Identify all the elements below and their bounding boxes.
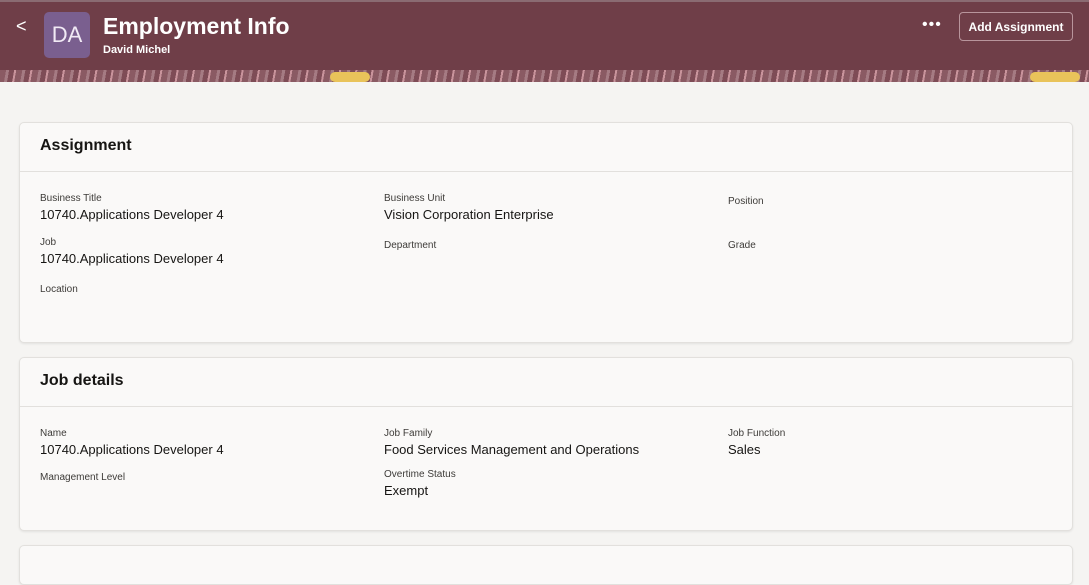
field-value: Exempt <box>384 483 429 498</box>
field-name: Name 10740.Applications Developer 4 <box>40 428 224 457</box>
field-overtime-status: Overtime Status Exempt <box>384 469 456 498</box>
field-label: Business Title <box>40 193 102 204</box>
field-value: 10740.Applications Developer 4 <box>40 442 224 457</box>
field-department: Department <box>384 240 436 251</box>
field-value: 10740.Applications Developer 4 <box>40 251 224 266</box>
field-label: Position <box>728 196 764 207</box>
field-label: Management Level <box>40 472 126 483</box>
field-label: Job Function <box>728 428 786 439</box>
field-label: Name <box>40 428 67 439</box>
decorative-banner <box>0 70 1089 82</box>
field-label: Location <box>40 284 78 295</box>
field-job: Job 10740.Applications Developer 4 <box>40 237 224 266</box>
person-name: David Michel <box>103 44 171 56</box>
field-value: 10740.Applications Developer 4 <box>40 207 224 222</box>
back-button[interactable]: < <box>16 16 27 36</box>
field-label: Job Family <box>384 428 433 439</box>
section-title: Assignment <box>20 123 1072 172</box>
field-job-family: Job Family Food Services Management and O… <box>384 428 639 457</box>
page-header: < DA Employment Info David Michel ••• Ad… <box>0 0 1089 82</box>
add-assignment-button[interactable]: Add Assignment <box>959 12 1073 41</box>
field-label: Overtime Status <box>384 469 456 480</box>
field-label: Department <box>384 240 437 251</box>
field-grade: Grade <box>728 240 756 251</box>
field-location: Location <box>40 284 78 295</box>
more-actions-icon[interactable]: ••• <box>922 16 942 33</box>
field-label: Business Unit <box>384 193 446 204</box>
field-job-function: Job Function Sales <box>728 428 785 457</box>
field-value: Sales <box>728 442 761 457</box>
page-title: Employment Info <box>103 13 290 39</box>
field-label: Job <box>40 237 57 248</box>
field-value: Vision Corporation Enterprise <box>384 207 554 222</box>
assignment-card: Assignment Business Title 10740.Applicati… <box>19 122 1073 343</box>
section-title: Job details <box>20 358 1072 407</box>
job-details-card: Job details Name 10740.Applications Devel… <box>19 357 1073 531</box>
field-management-level: Management Level <box>40 472 125 483</box>
field-business-title: Business Title 10740.Applications Develop… <box>40 193 224 222</box>
next-card <box>19 545 1073 585</box>
field-value: Food Services Management and Operations <box>384 442 640 457</box>
avatar: DA <box>44 12 90 58</box>
field-position: Position <box>728 196 764 207</box>
field-label: Grade <box>728 240 756 251</box>
field-business-unit: Business Unit Vision Corporation Enterpri… <box>384 193 554 222</box>
